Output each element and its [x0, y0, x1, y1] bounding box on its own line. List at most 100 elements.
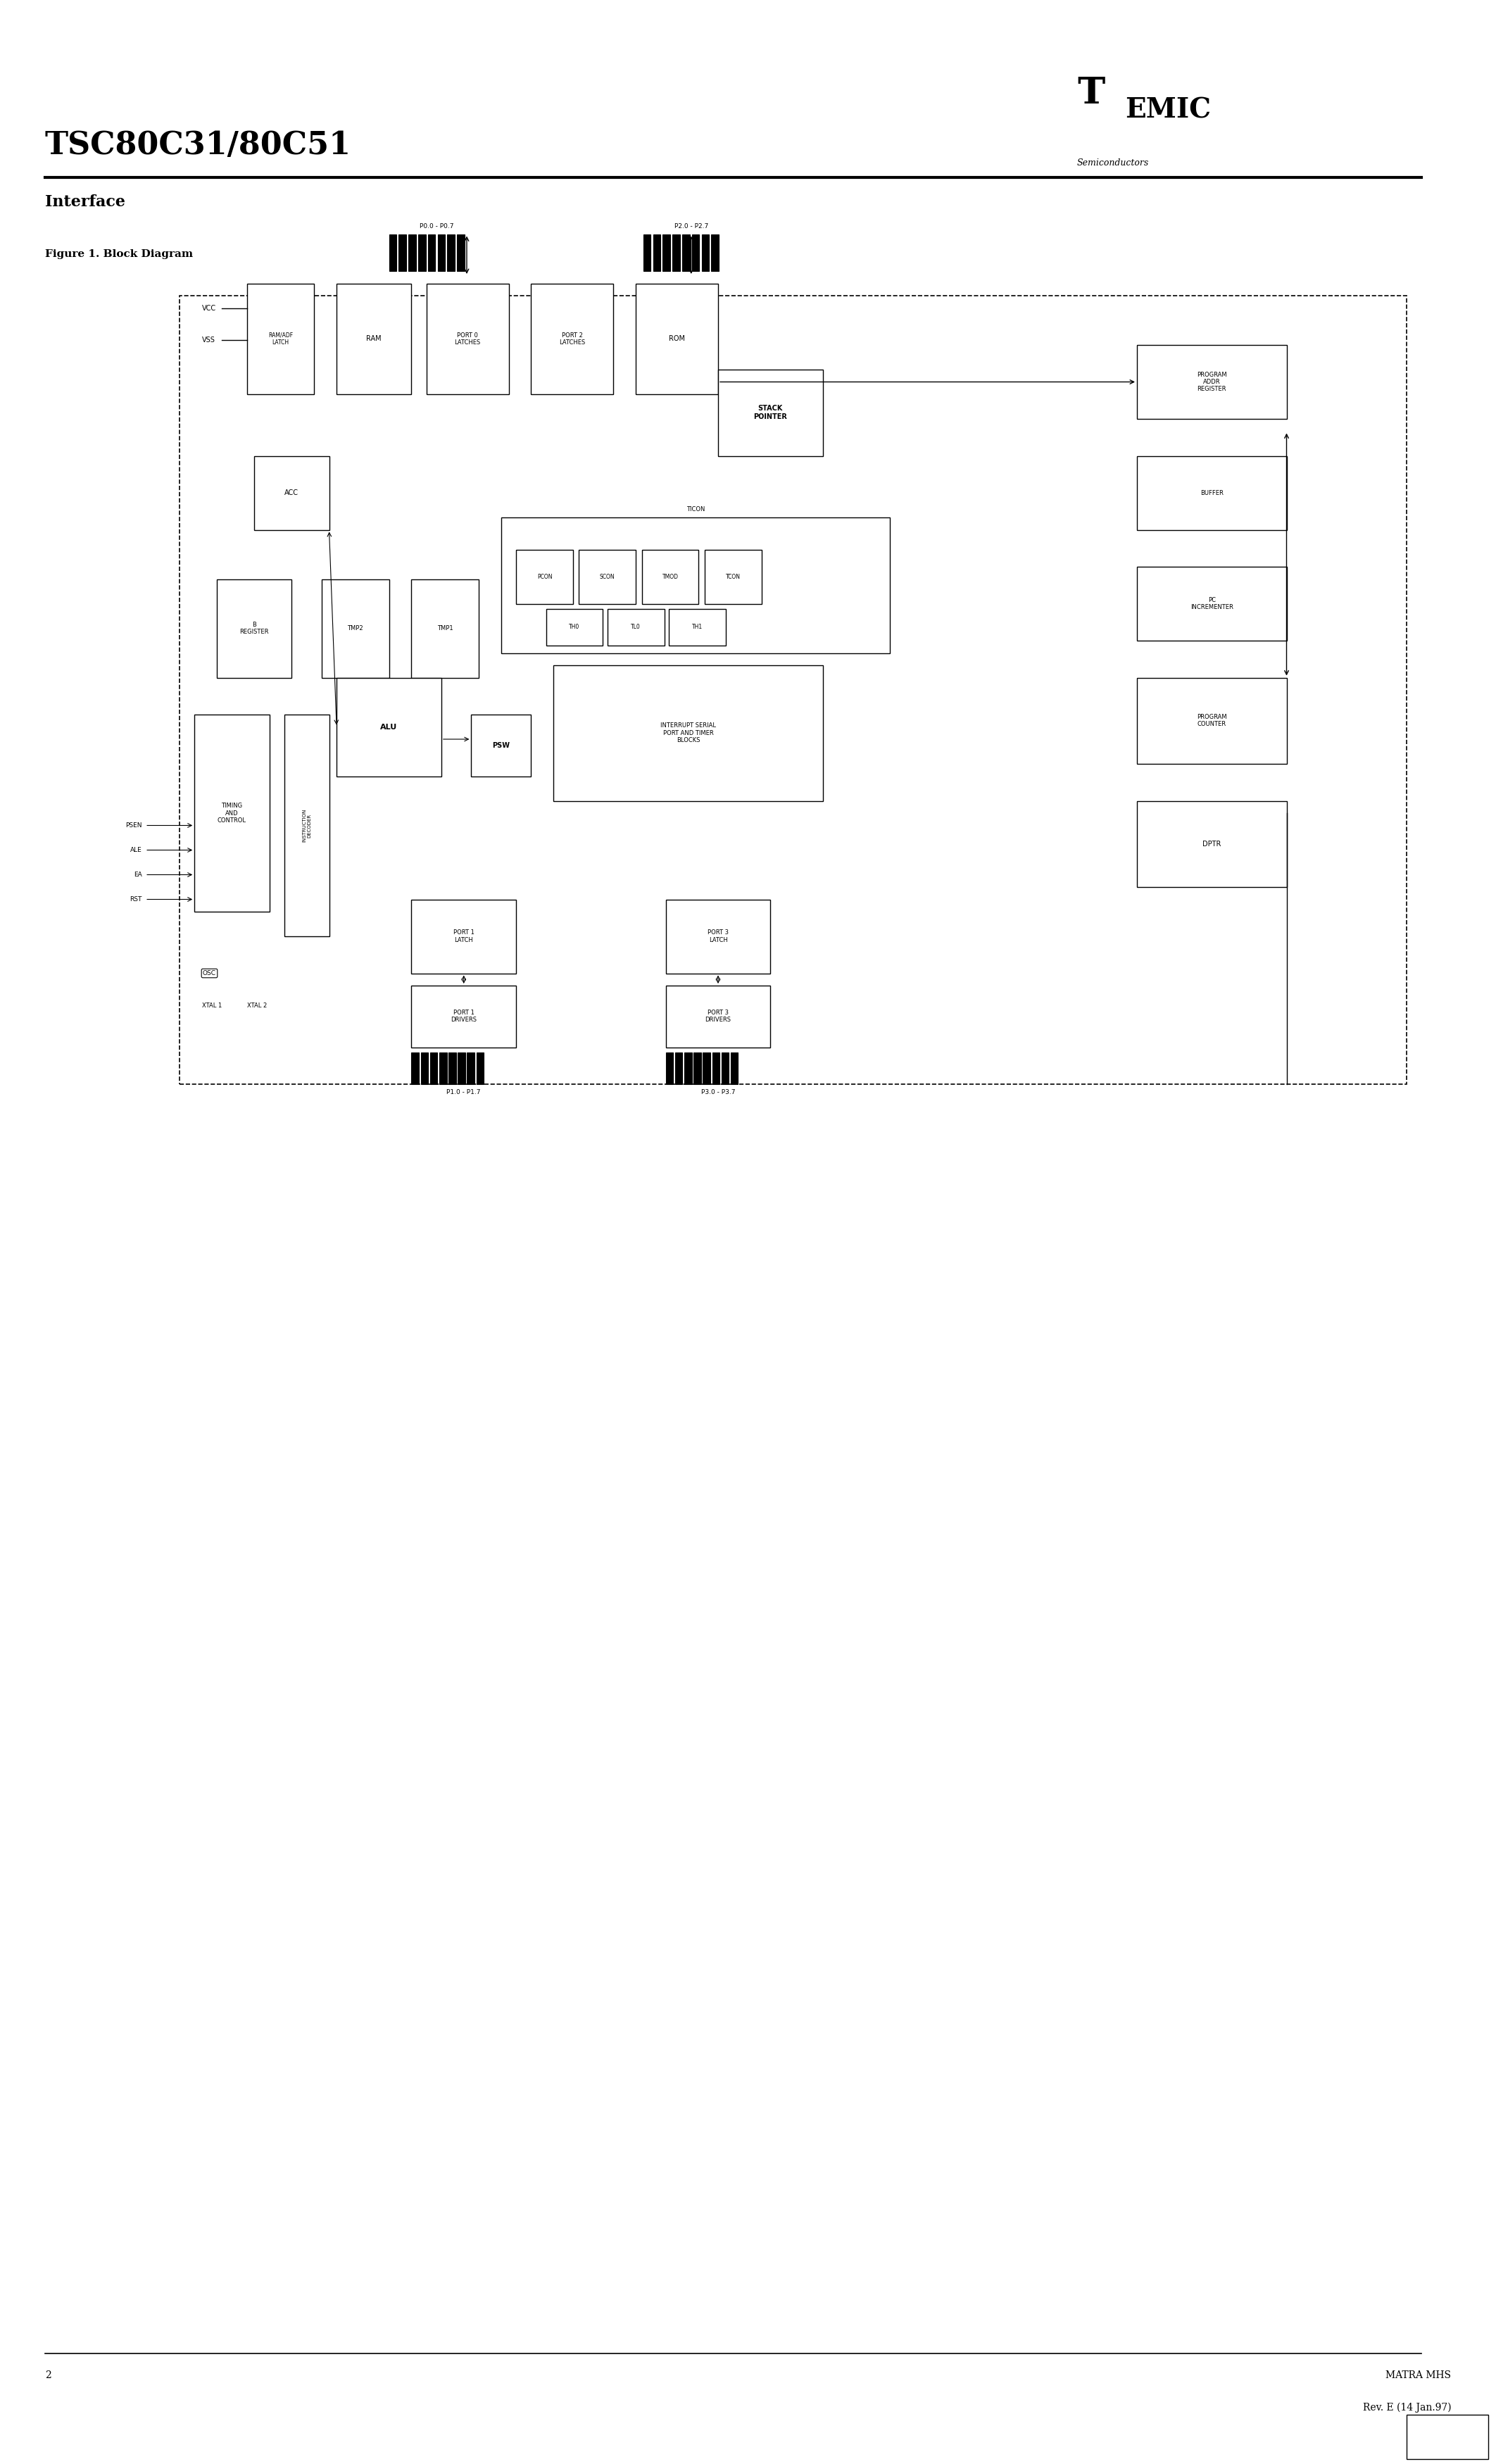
- Text: OSC: OSC: [203, 971, 215, 976]
- FancyBboxPatch shape: [337, 283, 411, 394]
- Text: P1.0 - P1.7: P1.0 - P1.7: [447, 1089, 480, 1096]
- Text: BUFFER: BUFFER: [1200, 490, 1224, 495]
- Bar: [643, 234, 651, 271]
- Text: PORT 3
LATCH: PORT 3 LATCH: [708, 929, 729, 944]
- Text: PORT 2
LATCHES: PORT 2 LATCHES: [560, 333, 585, 345]
- Text: ALU: ALU: [380, 724, 398, 729]
- Text: TH0: TH0: [568, 623, 580, 631]
- Text: INSTRUCTION
DECODER: INSTRUCTION DECODER: [302, 808, 311, 843]
- Text: VSS: VSS: [202, 338, 215, 342]
- Text: B
REGISTER: B REGISTER: [239, 621, 269, 636]
- FancyBboxPatch shape: [411, 899, 516, 973]
- FancyBboxPatch shape: [669, 609, 726, 646]
- Text: TCON: TCON: [726, 574, 741, 579]
- Text: 2: 2: [45, 2370, 51, 2380]
- Text: EA: EA: [133, 872, 142, 877]
- Text: TICON: TICON: [687, 505, 705, 513]
- Bar: [476, 1052, 483, 1084]
- Text: PROGRAM
ADDR
REGISTER: PROGRAM ADDR REGISTER: [1197, 372, 1227, 392]
- FancyBboxPatch shape: [1137, 801, 1287, 887]
- FancyBboxPatch shape: [337, 678, 441, 776]
- FancyBboxPatch shape: [194, 715, 269, 912]
- Bar: [428, 234, 435, 271]
- Bar: [675, 1052, 682, 1084]
- Bar: [721, 1052, 729, 1084]
- Text: TMP2: TMP2: [347, 626, 364, 631]
- Bar: [663, 234, 670, 271]
- FancyBboxPatch shape: [666, 986, 770, 1047]
- Bar: [703, 1052, 711, 1084]
- Text: PC
INCREMENTER: PC INCREMENTER: [1191, 596, 1233, 611]
- Text: ROM: ROM: [669, 335, 685, 342]
- FancyBboxPatch shape: [426, 283, 509, 394]
- FancyBboxPatch shape: [217, 579, 292, 678]
- FancyBboxPatch shape: [705, 549, 761, 604]
- Text: P2.0 - P2.7: P2.0 - P2.7: [675, 222, 708, 229]
- Text: TSC80C31/80C51: TSC80C31/80C51: [45, 131, 352, 160]
- Bar: [411, 1052, 419, 1084]
- Bar: [398, 234, 407, 271]
- Text: P3.0 - P3.7: P3.0 - P3.7: [702, 1089, 735, 1096]
- Bar: [702, 234, 709, 271]
- FancyBboxPatch shape: [1137, 345, 1287, 419]
- FancyBboxPatch shape: [666, 899, 770, 973]
- Bar: [467, 1052, 474, 1084]
- Text: RAM: RAM: [367, 335, 381, 342]
- Bar: [420, 1052, 428, 1084]
- Text: Interface: Interface: [45, 195, 126, 209]
- Text: PSW: PSW: [492, 742, 510, 749]
- FancyBboxPatch shape: [607, 609, 664, 646]
- FancyBboxPatch shape: [471, 715, 531, 776]
- Bar: [694, 1052, 702, 1084]
- FancyBboxPatch shape: [254, 456, 329, 530]
- FancyBboxPatch shape: [247, 283, 314, 394]
- Bar: [1406, 2415, 1489, 2459]
- FancyBboxPatch shape: [1137, 567, 1287, 641]
- Text: ACC: ACC: [284, 490, 299, 495]
- Text: PSEN: PSEN: [126, 823, 142, 828]
- FancyBboxPatch shape: [579, 549, 636, 604]
- Text: SCON: SCON: [600, 574, 615, 579]
- Text: Semiconductors: Semiconductors: [1077, 158, 1149, 168]
- Bar: [458, 234, 464, 271]
- Bar: [447, 234, 455, 271]
- FancyBboxPatch shape: [554, 665, 823, 801]
- Text: P0.0 - P0.7: P0.0 - P0.7: [420, 222, 453, 229]
- Bar: [449, 1052, 456, 1084]
- Bar: [652, 234, 661, 271]
- Text: MATRA MHS: MATRA MHS: [1385, 2370, 1451, 2380]
- FancyBboxPatch shape: [284, 715, 329, 936]
- Text: TMOD: TMOD: [663, 574, 678, 579]
- Text: PORT 1
LATCH: PORT 1 LATCH: [453, 929, 474, 944]
- Bar: [437, 234, 446, 271]
- Bar: [419, 234, 426, 271]
- FancyBboxPatch shape: [531, 283, 613, 394]
- Bar: [429, 1052, 437, 1084]
- FancyBboxPatch shape: [411, 986, 516, 1047]
- FancyBboxPatch shape: [322, 579, 389, 678]
- FancyBboxPatch shape: [516, 549, 573, 604]
- Bar: [673, 234, 681, 271]
- FancyBboxPatch shape: [636, 283, 718, 394]
- Text: T: T: [1077, 74, 1104, 111]
- FancyBboxPatch shape: [718, 370, 823, 456]
- Text: TIMING
AND
CONTROL: TIMING AND CONTROL: [217, 803, 247, 823]
- Text: TH1: TH1: [691, 623, 703, 631]
- FancyBboxPatch shape: [642, 549, 699, 604]
- Text: INTERRUPT SERIAL
PORT AND TIMER
BLOCKS: INTERRUPT SERIAL PORT AND TIMER BLOCKS: [660, 722, 717, 744]
- Text: XTAL 2: XTAL 2: [247, 1003, 266, 1008]
- Text: PORT 1
DRIVERS: PORT 1 DRIVERS: [450, 1010, 477, 1023]
- Bar: [691, 234, 700, 271]
- Text: PCON: PCON: [537, 574, 552, 579]
- Bar: [408, 234, 416, 271]
- Bar: [684, 1052, 691, 1084]
- FancyBboxPatch shape: [546, 609, 603, 646]
- Text: DPTR: DPTR: [1203, 840, 1221, 848]
- Text: TL0: TL0: [631, 623, 640, 631]
- Bar: [389, 234, 396, 271]
- Text: Figure 1. Block Diagram: Figure 1. Block Diagram: [45, 249, 193, 259]
- Bar: [666, 1052, 673, 1084]
- FancyBboxPatch shape: [411, 579, 479, 678]
- Text: XTAL 1: XTAL 1: [202, 1003, 221, 1008]
- FancyBboxPatch shape: [180, 296, 1406, 1084]
